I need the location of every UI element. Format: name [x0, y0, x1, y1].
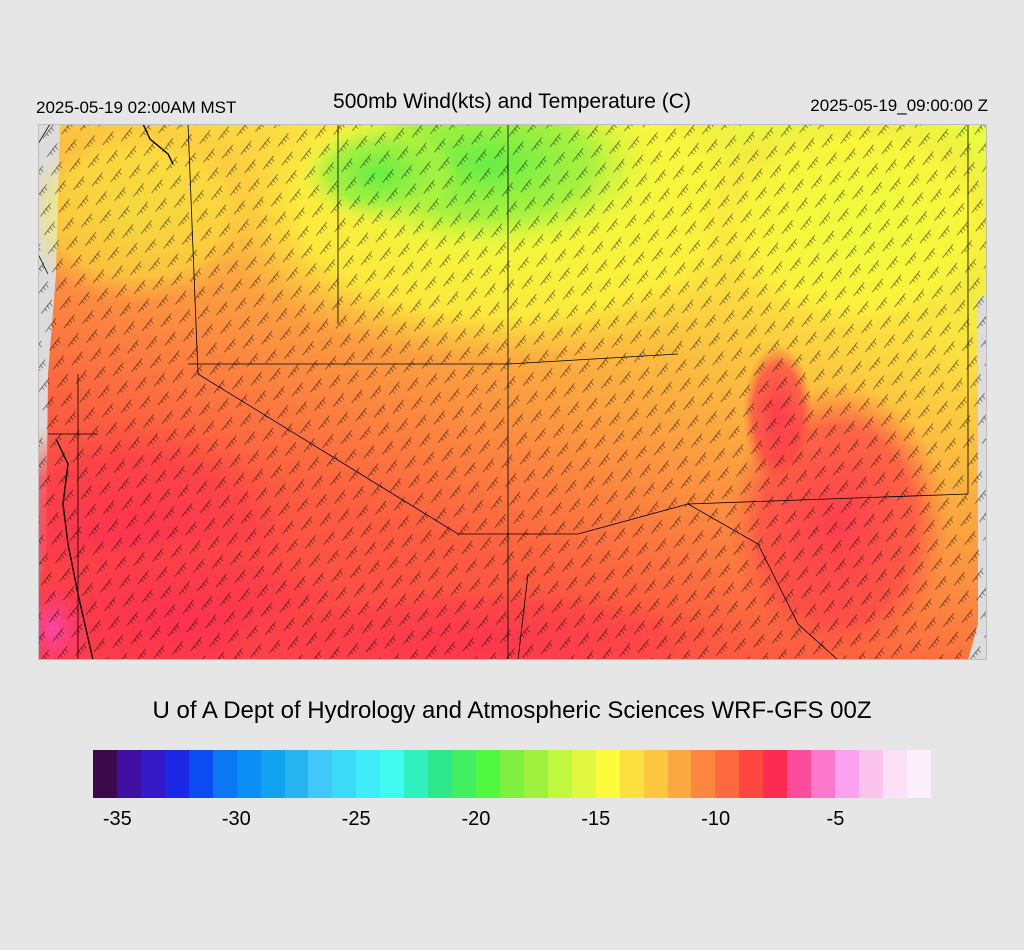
- colorbar-swatch: [380, 750, 405, 798]
- valid-local-time: 2025-05-19 02:00AM MST: [36, 98, 237, 117]
- colorbar-swatch: [428, 750, 453, 798]
- colorbar-swatch: [811, 750, 836, 798]
- colorbar-swatch: [523, 750, 548, 798]
- map-frame: [38, 124, 987, 660]
- colorbar-tick-label: -5: [826, 808, 845, 830]
- colorbar-swatch: [715, 750, 740, 798]
- colorbar-swatch: [188, 750, 213, 798]
- wind-barbs: [38, 124, 987, 660]
- colorbar-swatch: [308, 750, 333, 798]
- colorbar-swatch: [116, 750, 141, 798]
- temperature-colorbar: [93, 750, 931, 798]
- colorbar-tick-label: -25: [341, 808, 371, 830]
- colorbar-swatch: [739, 750, 764, 798]
- map-title: 500mb Wind(kts) and Temperature (C): [333, 90, 691, 113]
- colorbar-tick-label: -15: [581, 808, 611, 830]
- colorbar-swatch: [140, 750, 165, 798]
- colorbar-swatch: [452, 750, 476, 798]
- colorbar-tick-label: -30: [221, 808, 251, 830]
- colorbar-swatch: [476, 750, 500, 798]
- colorbar-swatch: [93, 750, 117, 798]
- colorbar-swatch: [882, 750, 907, 798]
- colorbar-swatch: [547, 750, 572, 798]
- colorbar-swatch: [763, 750, 788, 798]
- colorbar-swatch: [835, 750, 859, 798]
- colorbar-swatch: [667, 750, 692, 798]
- colorbar-swatch: [284, 750, 309, 798]
- colorbar-swatch: [164, 750, 189, 798]
- colorbar-tick-label: -20: [461, 808, 491, 830]
- colorbar-swatch: [619, 750, 644, 798]
- state-boundaries: [38, 124, 969, 660]
- colorbar-swatch: [859, 750, 883, 798]
- temperature-wind-map: [38, 124, 987, 660]
- colorbar-tick-label: -35: [102, 808, 132, 830]
- colorbar-swatch: [404, 750, 429, 798]
- colorbar-swatch: [332, 750, 357, 798]
- model-credit: U of A Dept of Hydrology and Atmospheric…: [152, 697, 872, 724]
- colorbar-swatch: [787, 750, 812, 798]
- colorbar-swatch: [643, 750, 668, 798]
- valid-utc-time: 2025-05-19_09:00:00 Z: [810, 96, 988, 115]
- colorbar-tick-label: -10: [701, 808, 731, 830]
- colorbar-ticks: -35 -30 -25 -20 -15 -10 -5: [93, 808, 931, 838]
- colorbar-swatch: [260, 750, 285, 798]
- colorbar-swatch: [571, 750, 596, 798]
- colorbar-swatch: [236, 750, 261, 798]
- colorbar-swatch: [356, 750, 381, 798]
- colorbar-swatch: [595, 750, 620, 798]
- colorbar-swatch: [212, 750, 237, 798]
- colorbar-swatch: [691, 750, 716, 798]
- coastline: [55, 124, 174, 660]
- colorbar-swatch: [906, 750, 931, 798]
- colorbar-swatch: [499, 750, 524, 798]
